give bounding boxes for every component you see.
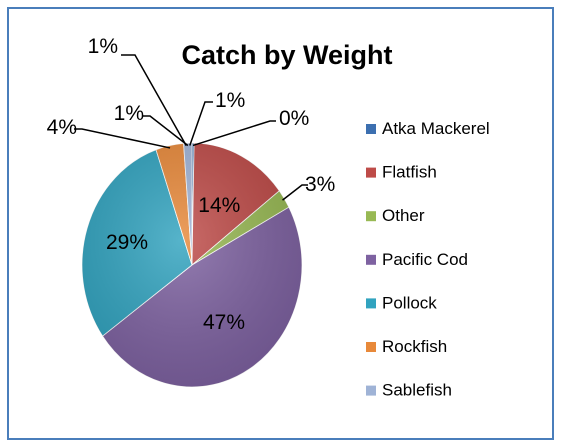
slice-label-pacific-cod: 47%: [203, 311, 245, 334]
legend-swatch-pollock: [366, 298, 376, 309]
legend-swatch-pacific-cod: [366, 254, 376, 265]
legend-label-other: Other: [382, 206, 425, 225]
slice-label-other: 3%: [305, 173, 335, 196]
legend: Atka Mackerel Flatfish Other Pacific Cod Pol…: [366, 119, 490, 400]
leader-extra-2: [189, 101, 213, 146]
pie-slices: [81, 142, 303, 388]
slice-label-extra-2: 1%: [215, 89, 245, 112]
legend-swatch-other: [366, 211, 376, 222]
legend-swatch-rockfish: [366, 342, 376, 352]
leader-other: [282, 184, 308, 201]
legend-label-pacific-cod: Pacific Cod: [382, 250, 468, 269]
legend-label-flatfish: Flatfish: [382, 163, 437, 182]
slice-label-extra-1: 1%: [88, 35, 118, 58]
leader-sablefish: [142, 115, 189, 147]
leader-lines: [74, 54, 308, 201]
chart-title: Catch by Weight: [181, 40, 392, 70]
legend-label-atka-mackerel: Atka Mackerel: [382, 119, 490, 138]
leader-rockfish: [74, 128, 171, 149]
slice-label-atka-mackerel: 0%: [279, 107, 309, 130]
leader-atka-mackerel: [192, 120, 276, 147]
legend-swatch-sablefish: [366, 385, 376, 396]
slice-labels: 0% 14% 3% 47% 29% 4% 1% 1% 1%: [47, 35, 336, 334]
legend-label-sablefish: Sablefish: [382, 381, 452, 400]
slice-label-pollock: 29%: [106, 231, 148, 254]
slice-label-sablefish: 1%: [114, 102, 144, 125]
legend-swatch-atka-mackerel: [366, 124, 376, 134]
slice-label-rockfish: 4%: [47, 116, 77, 139]
leader-extra-1: [121, 54, 187, 146]
legend-label-pollock: Pollock: [382, 293, 437, 312]
slice-label-flatfish: 14%: [198, 194, 240, 217]
legend-label-rockfish: Rockfish: [382, 337, 447, 356]
legend-swatch-flatfish: [366, 167, 376, 178]
